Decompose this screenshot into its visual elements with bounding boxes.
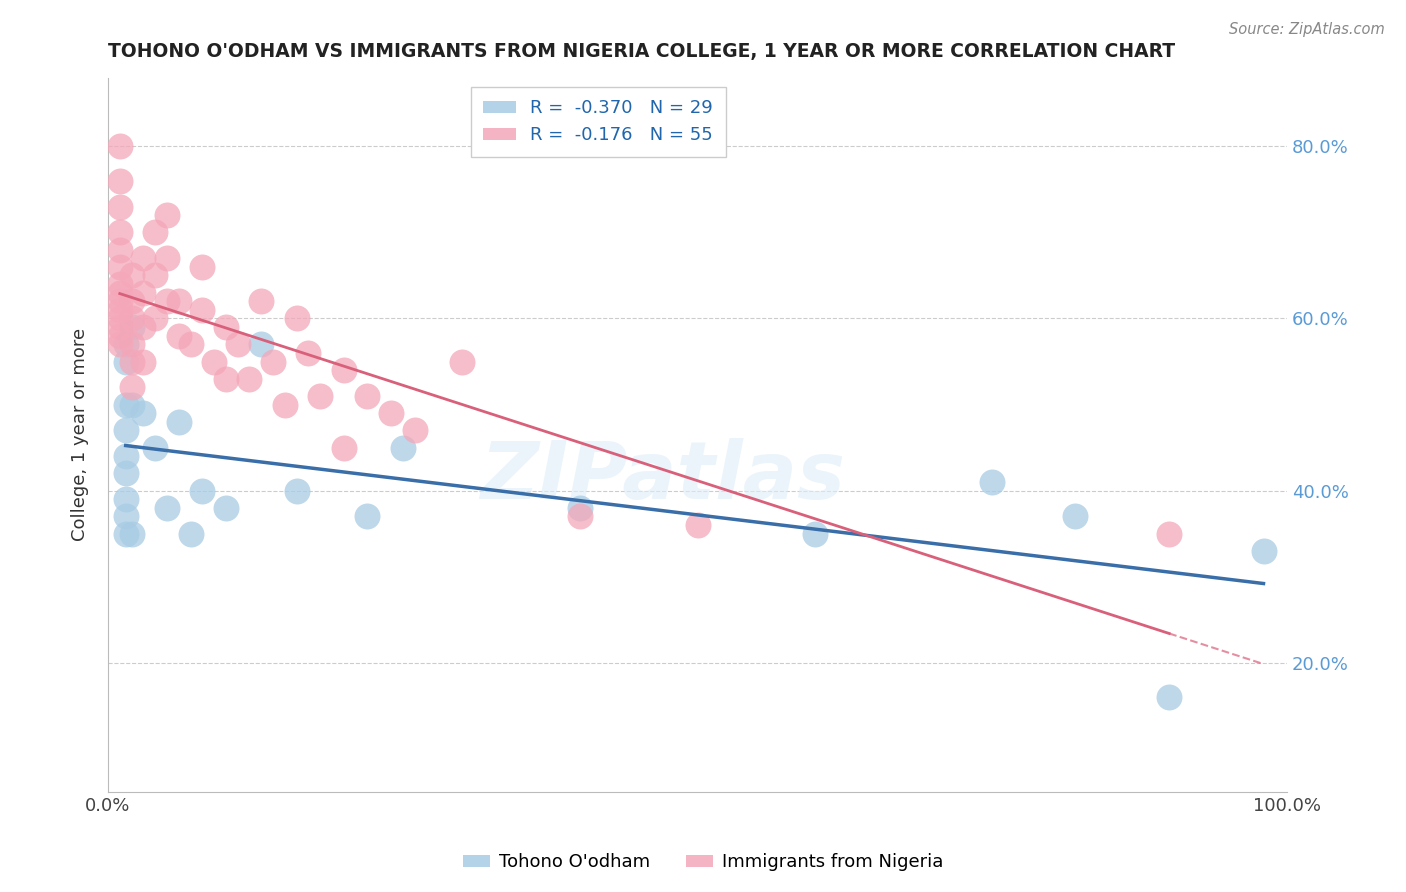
Text: TOHONO O'ODHAM VS IMMIGRANTS FROM NIGERIA COLLEGE, 1 YEAR OR MORE CORRELATION CH: TOHONO O'ODHAM VS IMMIGRANTS FROM NIGERI… xyxy=(108,42,1175,61)
Point xyxy=(143,311,166,326)
Point xyxy=(1063,509,1085,524)
Point xyxy=(108,311,131,326)
Point xyxy=(356,389,378,403)
Point xyxy=(114,449,136,463)
Legend: Tohono O'odham, Immigrants from Nigeria: Tohono O'odham, Immigrants from Nigeria xyxy=(456,847,950,879)
Point xyxy=(391,441,413,455)
Point xyxy=(1253,543,1275,558)
Point xyxy=(108,226,131,240)
Point xyxy=(114,337,136,351)
Point xyxy=(333,441,356,455)
Point xyxy=(143,226,166,240)
Point xyxy=(180,526,202,541)
Point xyxy=(108,337,131,351)
Point xyxy=(121,398,143,412)
Text: ZIPatlas: ZIPatlas xyxy=(479,439,845,516)
Point xyxy=(167,328,190,343)
Point xyxy=(238,372,260,386)
Point xyxy=(114,509,136,524)
Point xyxy=(167,415,190,429)
Point xyxy=(450,354,472,368)
Point xyxy=(132,285,155,300)
Point xyxy=(121,294,143,309)
Point xyxy=(143,268,166,283)
Point xyxy=(250,337,273,351)
Point xyxy=(1159,690,1181,704)
Point xyxy=(121,337,143,351)
Point xyxy=(108,320,131,334)
Y-axis label: College, 1 year or more: College, 1 year or more xyxy=(72,328,89,541)
Point xyxy=(1159,526,1181,541)
Point xyxy=(191,483,214,498)
Point xyxy=(156,294,179,309)
Point xyxy=(215,500,238,515)
Point xyxy=(250,294,273,309)
Point xyxy=(108,243,131,257)
Point xyxy=(132,252,155,266)
Point xyxy=(156,500,179,515)
Point xyxy=(132,320,155,334)
Point xyxy=(108,174,131,188)
Point xyxy=(981,475,1004,489)
Point xyxy=(108,139,131,153)
Point xyxy=(132,406,155,420)
Point xyxy=(108,200,131,214)
Point xyxy=(202,354,225,368)
Point xyxy=(114,354,136,368)
Point xyxy=(121,320,143,334)
Point xyxy=(226,337,249,351)
Point xyxy=(114,526,136,541)
Point xyxy=(156,252,179,266)
Point xyxy=(114,423,136,437)
Point xyxy=(167,294,190,309)
Point xyxy=(121,526,143,541)
Point xyxy=(404,423,426,437)
Point xyxy=(191,260,214,274)
Point xyxy=(121,380,143,394)
Point xyxy=(108,260,131,274)
Point xyxy=(121,311,143,326)
Point xyxy=(132,354,155,368)
Point xyxy=(568,500,591,515)
Point xyxy=(804,526,827,541)
Point xyxy=(121,268,143,283)
Point xyxy=(309,389,332,403)
Point xyxy=(191,302,214,317)
Point xyxy=(285,483,308,498)
Point xyxy=(215,320,238,334)
Point xyxy=(108,285,131,300)
Legend: R =  -0.370   N = 29, R =  -0.176   N = 55: R = -0.370 N = 29, R = -0.176 N = 55 xyxy=(471,87,725,157)
Point xyxy=(262,354,284,368)
Point xyxy=(156,208,179,222)
Point xyxy=(686,518,709,533)
Point xyxy=(274,398,297,412)
Point xyxy=(568,509,591,524)
Point xyxy=(108,294,131,309)
Point xyxy=(121,354,143,368)
Point xyxy=(180,337,202,351)
Point xyxy=(333,363,356,377)
Point xyxy=(380,406,402,420)
Point xyxy=(114,492,136,507)
Point xyxy=(297,346,319,360)
Point xyxy=(108,302,131,317)
Text: Source: ZipAtlas.com: Source: ZipAtlas.com xyxy=(1229,22,1385,37)
Point xyxy=(215,372,238,386)
Point xyxy=(143,441,166,455)
Point xyxy=(108,277,131,291)
Point xyxy=(114,398,136,412)
Point xyxy=(356,509,378,524)
Point xyxy=(114,467,136,481)
Point xyxy=(285,311,308,326)
Point xyxy=(108,328,131,343)
